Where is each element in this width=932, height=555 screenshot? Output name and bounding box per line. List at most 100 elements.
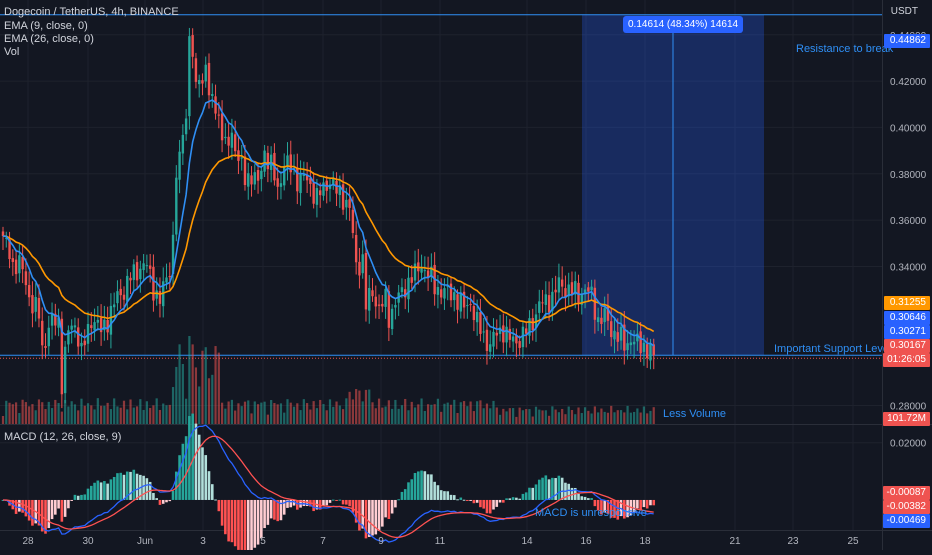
volume-bar [302,399,305,424]
candle-series [1,27,655,409]
candle [83,329,86,356]
indicator-ema9-label[interactable]: EMA (9, close, 0) [4,20,88,32]
volume-bar [400,405,404,424]
indicator-volume-label[interactable]: Vol [4,46,19,58]
macd-hist-bar [184,436,188,500]
macd-hist-bar [472,499,476,504]
candle [472,294,476,332]
macd-hist-bar [152,492,155,500]
candle-body [250,175,253,185]
volume-bar [8,402,11,424]
macd-hist-bar [237,499,240,550]
volume-bar [528,409,531,424]
macd-hist-bar [466,499,469,501]
candle-body [587,287,590,292]
time-tick-label: 23 [787,536,799,547]
grid-lines [0,0,882,530]
candle-body [305,174,309,181]
candle-body [619,326,623,341]
volume-bar [237,403,240,424]
candle-body [495,332,498,336]
volume-bar [391,408,394,424]
volume-bar [636,408,639,424]
candle [364,239,368,322]
candle [600,307,603,334]
candle [652,338,655,370]
candle-body [348,199,351,208]
volume-bar [492,400,495,424]
candle-body [112,304,116,308]
macd-hist-bar [502,499,505,503]
macd-hist-bar [286,499,289,508]
candle [165,263,168,290]
macd-hist-bar [99,482,103,500]
candle-body [132,264,135,280]
candle-body [544,294,548,305]
indicator-ema26-label[interactable]: EMA (26, close, 0) [4,33,94,45]
candle-body [266,152,270,170]
candle-body [600,317,603,324]
candle [5,231,8,248]
candle-body [224,136,227,139]
candle-body [243,156,247,186]
candle [34,283,37,322]
candle-body [96,319,100,323]
candle-body [165,277,168,283]
macd-hist-bar [243,499,247,555]
volume-bar [652,407,655,424]
candle-body [129,277,132,281]
ema9-price-badge: 0.30646 [884,311,930,325]
candle-body [312,182,315,204]
volume-bar [155,398,158,424]
candle-body [296,167,299,192]
candle-body [610,321,613,338]
macd-hist-bar [436,485,440,500]
candle-body [60,318,64,395]
candle [554,275,557,307]
candle-body [27,285,31,298]
candle-body [358,261,361,276]
macd-hist-bar [171,490,175,500]
candle-body [570,282,574,296]
candle-body [155,290,158,299]
volume-bar [512,408,515,424]
volume-bar [253,401,256,424]
volume-bar [580,413,583,424]
macd-label-text: MACD (12, 26, close, 9) [4,431,122,443]
volume-bar [70,401,73,424]
macd-hist-bar [508,498,512,500]
candle [178,139,181,194]
candle [567,272,570,305]
volume-bar [397,408,400,424]
time-axis: 28 30 Jun 3 5 7 9 11 14 16 18 21 23 25 [22,536,859,547]
candle [426,256,430,291]
candle-body [459,292,462,312]
volume-bar [145,401,148,424]
volume-bar [224,408,227,424]
macd-hist-bar [511,497,515,500]
candle-body [554,289,557,293]
macd-hist-bar [220,499,224,526]
candle-body [145,265,149,267]
price-tick-label: 0.40000 [890,123,927,134]
symbol-title-text: Dogecoin / TetherUS, 4h, BINANCE [4,6,179,18]
candle [220,100,224,153]
volume-bar [456,413,459,424]
candle-body [430,266,433,276]
volume-bar [135,406,139,424]
candle [626,330,629,360]
volume-bar [554,409,557,424]
macd-hist-bar [282,499,286,515]
macd-hist-bar [145,478,149,500]
candle-body [41,320,44,346]
candle [570,271,574,305]
candle [60,311,64,409]
macd-hist-bar [260,499,263,539]
macd-pane-label[interactable]: MACD (12, 26, close, 9) [4,431,121,443]
macd-line [2,424,654,543]
volume-bar [649,410,652,424]
macd-hist-bar [302,499,306,507]
candle-body [99,318,103,333]
